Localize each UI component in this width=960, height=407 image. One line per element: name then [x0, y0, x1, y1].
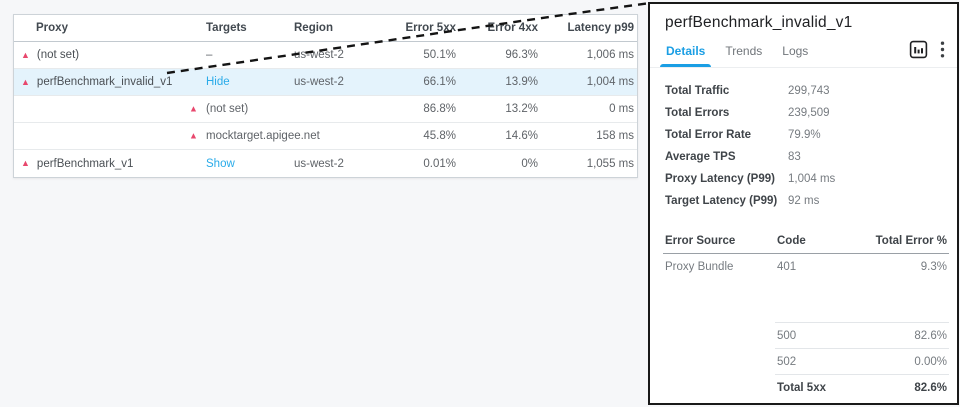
target-name: (not set) [206, 103, 249, 115]
error-5xx-cell: 66.1% [423, 76, 456, 88]
region-cell: us-west-2 [294, 49, 344, 61]
target-name-cell: ▲ mocktarget.apigee.net [189, 130, 320, 142]
proxy-cell: ▲ (not set) [14, 49, 206, 61]
table-row-target[interactable]: ▲ mocktarget.apigee.net 45.8% 14.6% 158 … [14, 123, 637, 150]
kebab-menu-icon[interactable] [940, 40, 945, 59]
proxy-name: perfBenchmark_v1 [36, 157, 134, 170]
error-5xx-cell: 0.01% [423, 157, 456, 170]
total-5xx-pct: 82.6% [914, 381, 947, 394]
error-row-500: 500 82.6% [775, 322, 949, 348]
metric-value: 92 ms [788, 195, 820, 207]
panel-actions [909, 40, 949, 67]
error-row-502: 502 0.00% [775, 348, 949, 374]
proxy-name: perfBenchmark_invalid_v1 [36, 76, 173, 88]
latency-cell: 1,055 ms [586, 157, 634, 170]
metric-total-error-rate: Total Error Rate 79.9% [665, 124, 941, 146]
table-header-row: Proxy Targets Region Error 5xx Error 4xx… [14, 15, 637, 42]
error-source-table: Error Source Code Total Error % Proxy Bu… [663, 228, 949, 400]
proxy-cell: ▲ perfBenchmark_v1 [14, 158, 206, 170]
header-total-error-pct: Total Error % [875, 234, 947, 247]
error-code: 401 [777, 261, 797, 273]
proxy-name: (not set) [36, 49, 80, 61]
details-metrics: Total Traffic 299,743 Total Errors 239,5… [665, 80, 941, 212]
panel-title: perfBenchmark_invalid_v1 [665, 14, 853, 31]
metric-label: Total Error Rate [665, 129, 752, 141]
targets-cell: – [206, 49, 213, 61]
error-4xx-cell: 13.9% [505, 76, 538, 88]
metric-value: 83 [788, 151, 801, 163]
latency-cell: 0 ms [609, 103, 634, 115]
metric-total-traffic: Total Traffic 299,743 [665, 80, 941, 102]
table-row[interactable]: ▲ (not set) – us-west-2 50.1% 96.3% 1,00… [14, 42, 637, 69]
header-error-source: Error Source [665, 234, 736, 247]
header-error-5xx: Error 5xx [405, 22, 456, 34]
metric-label: Target Latency (P99) [665, 195, 778, 207]
proxy-table: Proxy Targets Region Error 5xx Error 4xx… [13, 14, 638, 178]
alert-triangle-icon: ▲ [21, 158, 30, 168]
target-name: mocktarget.apigee.net [206, 130, 320, 142]
panel-tab-bar: Details Trends Logs [650, 32, 957, 68]
alert-triangle-icon: ▲ [21, 76, 30, 87]
table-row-target[interactable]: ▲ (not set) 86.8% 13.2% 0 ms [14, 96, 637, 123]
error-4xx-cell: 0% [521, 157, 538, 170]
table-row[interactable]: ▲ perfBenchmark_v1 Show us-west-2 0.01% … [14, 150, 637, 177]
error-5xx-cell: 45.8% [423, 130, 456, 142]
metric-value: 79.9% [788, 129, 821, 141]
metric-proxy-latency: Proxy Latency (P99) 1,004 ms [665, 168, 941, 190]
error-pct: 82.6% [914, 329, 947, 342]
table-row-selected[interactable]: ▲ perfBenchmark_invalid_v1 Hide us-west-… [14, 69, 637, 96]
header-region: Region [294, 22, 333, 34]
metric-label: Total Traffic [665, 85, 730, 97]
metric-average-tps: Average TPS 83 [665, 146, 941, 168]
tab-details[interactable]: Details [659, 42, 712, 67]
region-cell: us-west-2 [294, 76, 344, 88]
target-name-cell: ▲ (not set) [189, 103, 294, 115]
latency-cell: 1,004 ms [586, 76, 634, 88]
total-5xx-label: Total 5xx [777, 381, 826, 394]
error-5xx-cell: 86.8% [423, 103, 456, 115]
metric-value: 239,509 [788, 107, 830, 119]
show-targets-link[interactable]: Show [206, 157, 235, 170]
header-targets: Targets [206, 22, 247, 34]
error-table-header: Error Source Code Total Error % [663, 228, 949, 254]
latency-cell: 1,006 ms [586, 49, 634, 61]
error-row-proxy-bundle: Proxy Bundle 401 9.3% [663, 254, 949, 280]
error-pct: 0.00% [914, 355, 947, 368]
hide-targets-link[interactable]: Hide [206, 76, 230, 88]
tab-logs[interactable]: Logs [782, 44, 809, 58]
error-table-spacer [663, 280, 949, 322]
error-pct: 9.3% [920, 261, 947, 273]
error-5xx-cell: 50.1% [423, 49, 456, 61]
alert-triangle-icon: ▲ [189, 103, 198, 114]
error-row-total-5xx: Total 5xx 82.6% [775, 374, 949, 400]
metric-label: Proxy Latency (P99) [665, 173, 775, 185]
metric-label: Total Errors [665, 107, 730, 119]
metric-value: 299,743 [788, 85, 830, 97]
header-latency-p99: Latency p99 [567, 22, 634, 34]
detail-panel: perfBenchmark_invalid_v1 Details Trends … [648, 2, 959, 405]
error-code: 502 [777, 355, 797, 368]
proxy-cell: ▲ perfBenchmark_invalid_v1 [14, 76, 206, 88]
metric-label: Average TPS [665, 151, 736, 163]
alert-triangle-icon: ▲ [189, 130, 198, 141]
error-4xx-cell: 13.2% [505, 103, 538, 115]
header-proxy: Proxy [36, 22, 68, 34]
alert-triangle-icon: ▲ [21, 49, 30, 60]
error-4xx-cell: 14.6% [505, 130, 538, 142]
region-cell: us-west-2 [294, 157, 344, 170]
error-source: Proxy Bundle [665, 261, 734, 273]
header-code: Code [777, 234, 806, 247]
latency-cell: 158 ms [596, 130, 634, 142]
metric-total-errors: Total Errors 239,509 [665, 102, 941, 124]
error-4xx-cell: 96.3% [505, 49, 538, 61]
header-error-4xx: Error 4xx [487, 22, 538, 34]
tab-trends[interactable]: Trends [725, 44, 763, 58]
bar-chart-icon[interactable] [909, 40, 928, 59]
metric-target-latency: Target Latency (P99) 92 ms [665, 190, 941, 212]
metric-value: 1,004 ms [788, 173, 836, 185]
error-code: 500 [777, 329, 797, 342]
